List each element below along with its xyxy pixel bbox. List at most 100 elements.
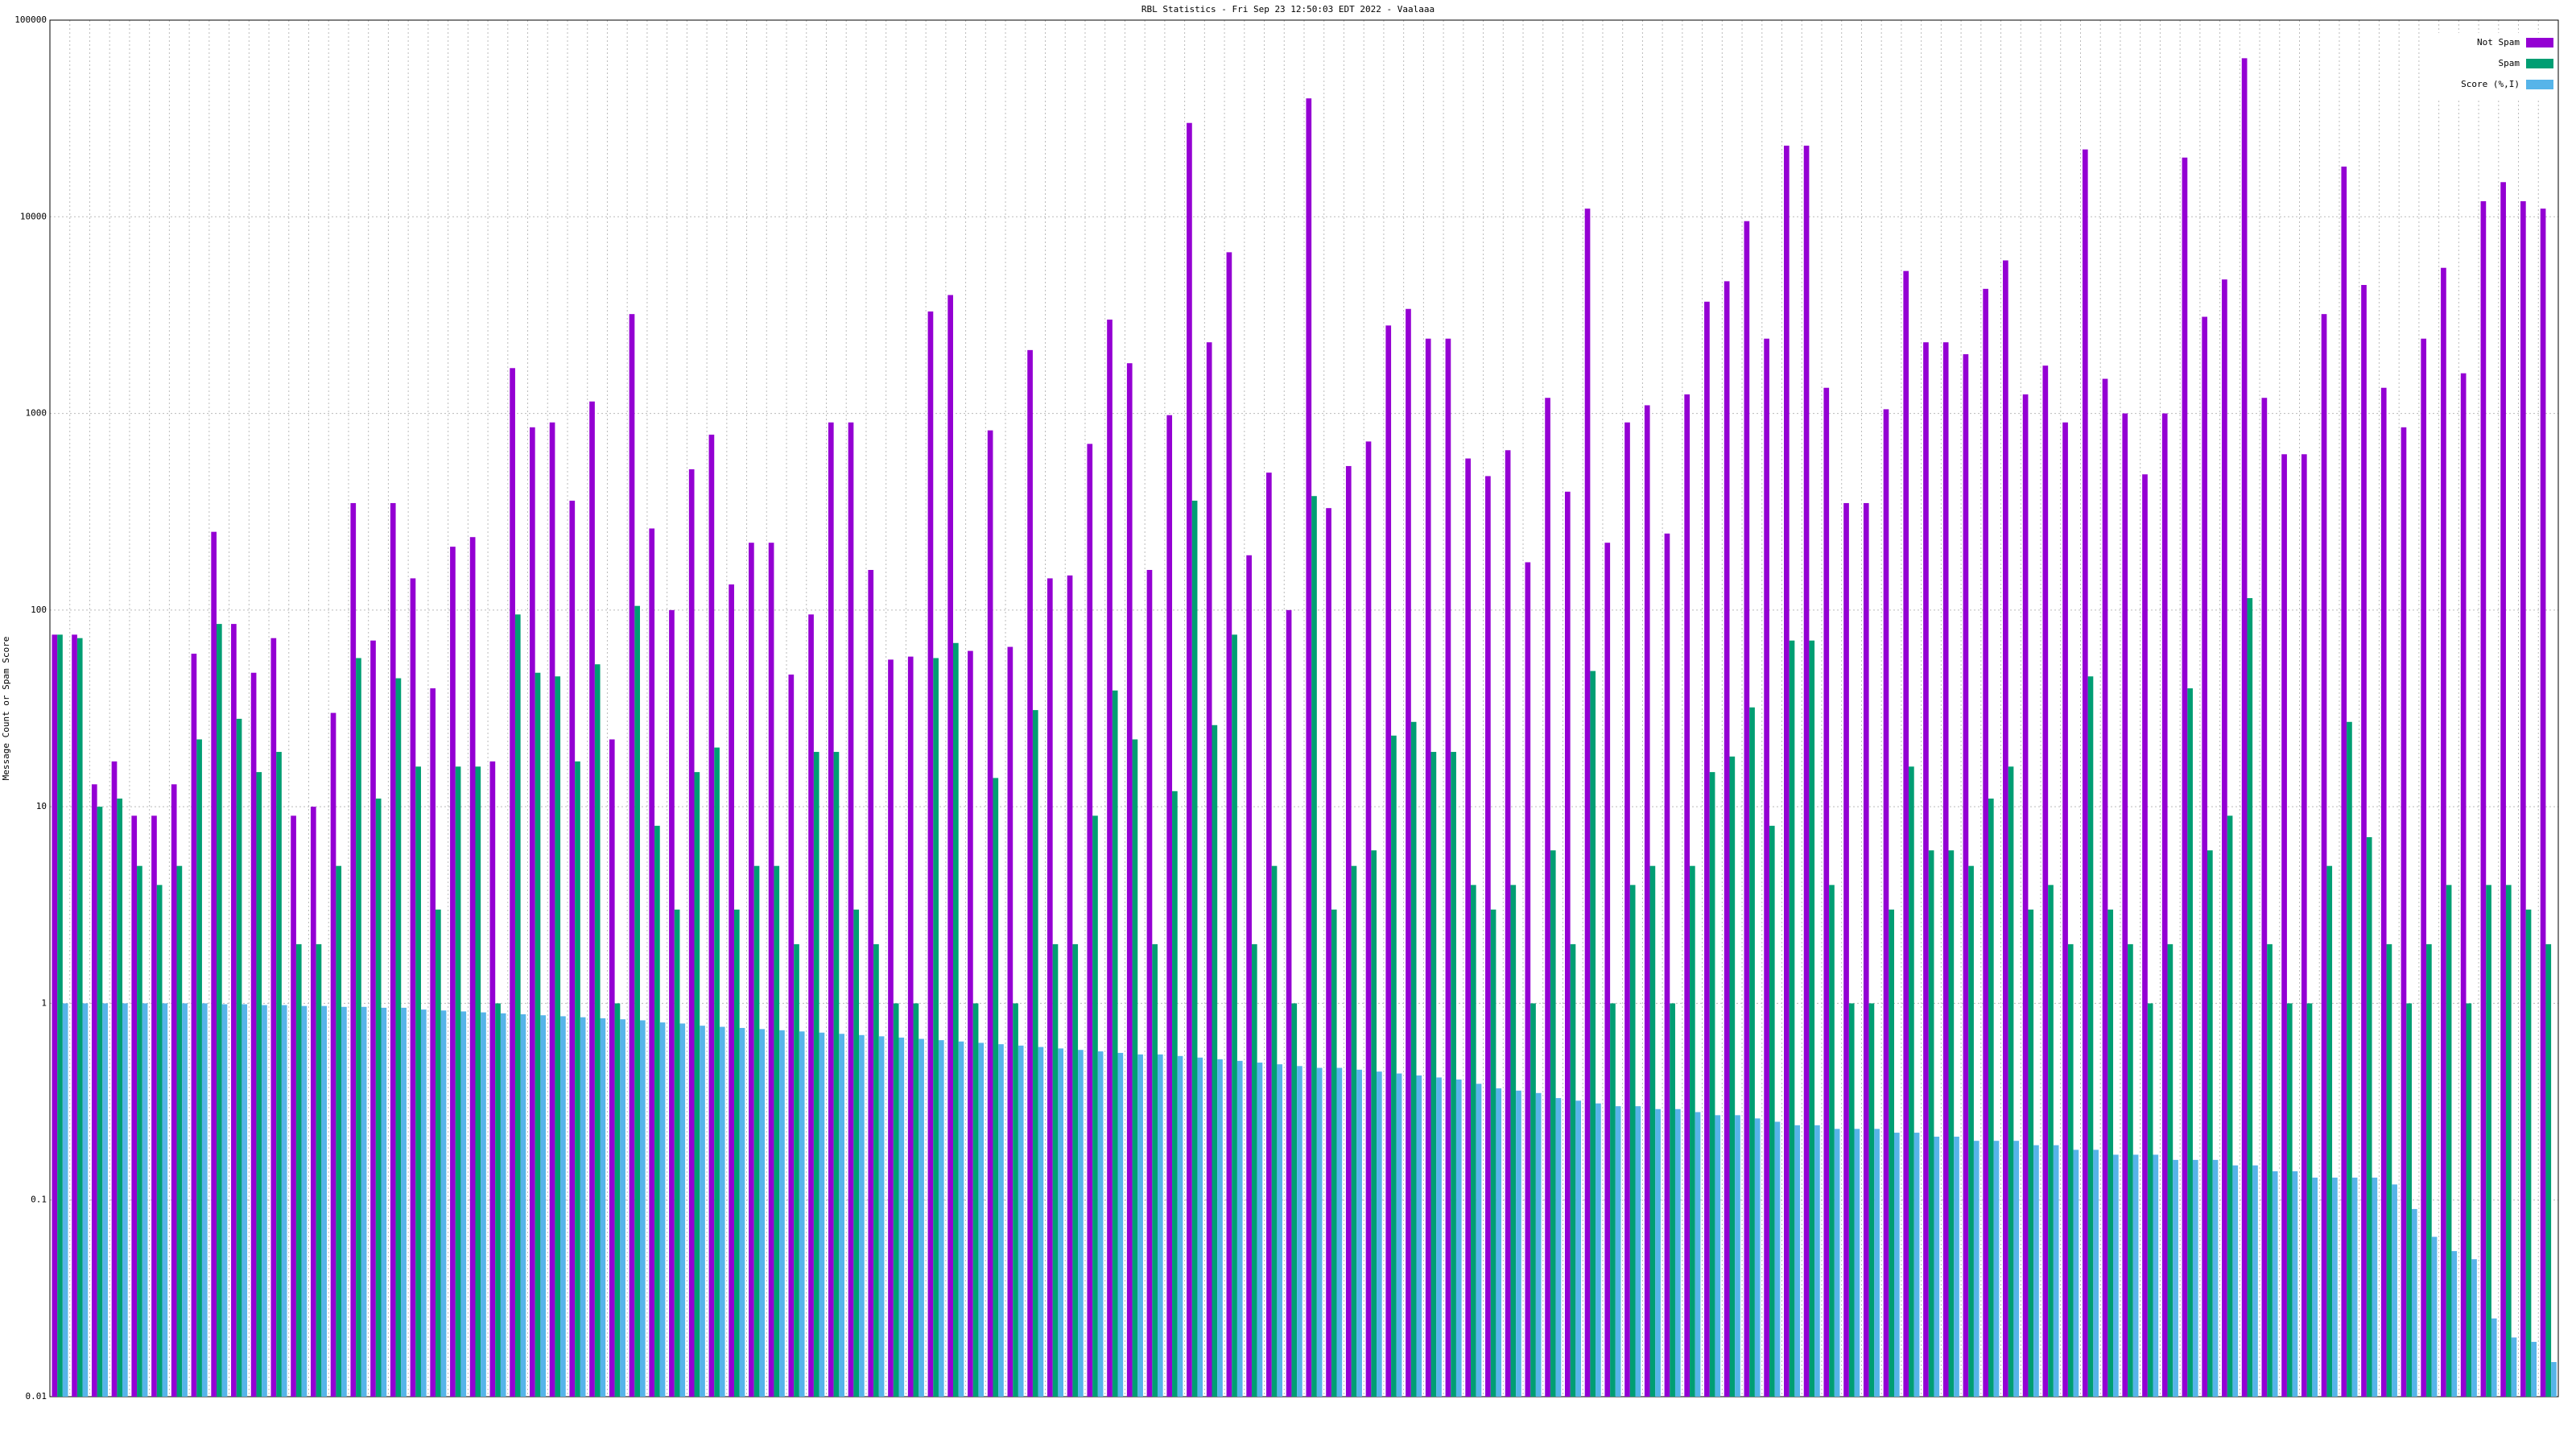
bar [1425, 338, 1431, 1397]
bar [1934, 1137, 1940, 1397]
bar [2347, 721, 2352, 1397]
bar [1157, 1054, 1163, 1397]
bar [927, 311, 934, 1397]
bar [1152, 943, 1158, 1397]
bar [481, 1012, 486, 1397]
bar [1774, 1121, 1781, 1397]
bar [1187, 122, 1192, 1397]
bar [808, 614, 814, 1397]
bar [1814, 1125, 1820, 1397]
bar [316, 943, 322, 1397]
bar [1027, 349, 1033, 1397]
bar [410, 578, 416, 1397]
bar [1126, 363, 1133, 1397]
bar [1848, 1003, 1855, 1397]
bar [1485, 476, 1491, 1397]
bar [375, 799, 382, 1397]
bar [859, 1034, 865, 1397]
bar [1377, 1071, 1382, 1397]
bar [1724, 281, 1730, 1397]
legend-label: Not Spam [2477, 37, 2520, 47]
bar [1391, 735, 1397, 1397]
legend-swatch [2526, 80, 2553, 89]
bar [1206, 342, 1212, 1397]
legend-swatch [2526, 59, 2553, 68]
bar [2082, 149, 2088, 1397]
bar [1843, 502, 1849, 1397]
bar [907, 656, 914, 1397]
bar [341, 1006, 347, 1397]
bar [2261, 398, 2268, 1397]
bar [714, 747, 720, 1397]
bar [1596, 1103, 1601, 1397]
bar [1385, 325, 1392, 1397]
bar [2022, 394, 2029, 1397]
bar [833, 752, 840, 1397]
bar [57, 634, 63, 1397]
bar [1496, 1088, 1502, 1397]
bar [649, 528, 655, 1397]
bar [1410, 721, 1417, 1397]
bar [1655, 1108, 1661, 1397]
bar [361, 1006, 367, 1397]
bar [2466, 1003, 2472, 1397]
bar [1674, 1108, 1681, 1397]
bar [2421, 338, 2427, 1397]
bar [500, 1013, 506, 1397]
bar [853, 909, 860, 1397]
bar [1316, 1067, 1323, 1397]
bar [1535, 1092, 1542, 1397]
y-tick-label: 0.1 [31, 1195, 47, 1205]
bar [1365, 441, 1372, 1397]
bar [2161, 413, 2168, 1397]
bar [878, 1036, 885, 1397]
bar [510, 368, 515, 1397]
bar [768, 543, 774, 1397]
bar [1868, 1003, 1875, 1397]
bar [91, 784, 97, 1397]
bar [1670, 1003, 1675, 1397]
bar [1331, 909, 1337, 1397]
bar [2306, 1003, 2313, 1397]
bar [1690, 865, 1695, 1397]
bar [2128, 943, 2133, 1397]
bar [295, 943, 302, 1397]
bar [2471, 1259, 2477, 1397]
bar [1913, 1133, 1920, 1397]
bar [1236, 1060, 1243, 1397]
bar [1430, 752, 1437, 1397]
bar [276, 752, 282, 1397]
bar [1854, 1129, 1860, 1397]
bar [2401, 427, 2407, 1397]
bar [1232, 634, 1237, 1397]
bar [450, 547, 456, 1397]
bar [162, 1003, 168, 1397]
bar [2073, 1150, 2079, 1397]
bar [799, 1031, 805, 1397]
bar [2386, 943, 2392, 1397]
bar [2431, 1236, 2438, 1397]
bar [2247, 598, 2253, 1397]
bar [2446, 885, 2452, 1397]
bar [2351, 1177, 2358, 1397]
bar [1928, 850, 1934, 1397]
bar [330, 712, 336, 1397]
bar [1470, 885, 1476, 1397]
bar [2267, 943, 2273, 1397]
bar [753, 865, 760, 1397]
bar [2366, 836, 2372, 1397]
bar [888, 659, 894, 1397]
bar [1963, 354, 1969, 1397]
bar [1013, 1003, 1018, 1397]
bar [1973, 1141, 1979, 1397]
bar [2545, 943, 2552, 1397]
bar [1097, 1051, 1104, 1397]
bar [2067, 943, 2074, 1397]
y-tick-label: 10000 [20, 211, 47, 221]
bar [2033, 1145, 2039, 1397]
bar [1709, 772, 1715, 1397]
bar [669, 609, 675, 1397]
bar [2222, 279, 2227, 1397]
bar [76, 638, 83, 1397]
bar [2426, 943, 2432, 1397]
